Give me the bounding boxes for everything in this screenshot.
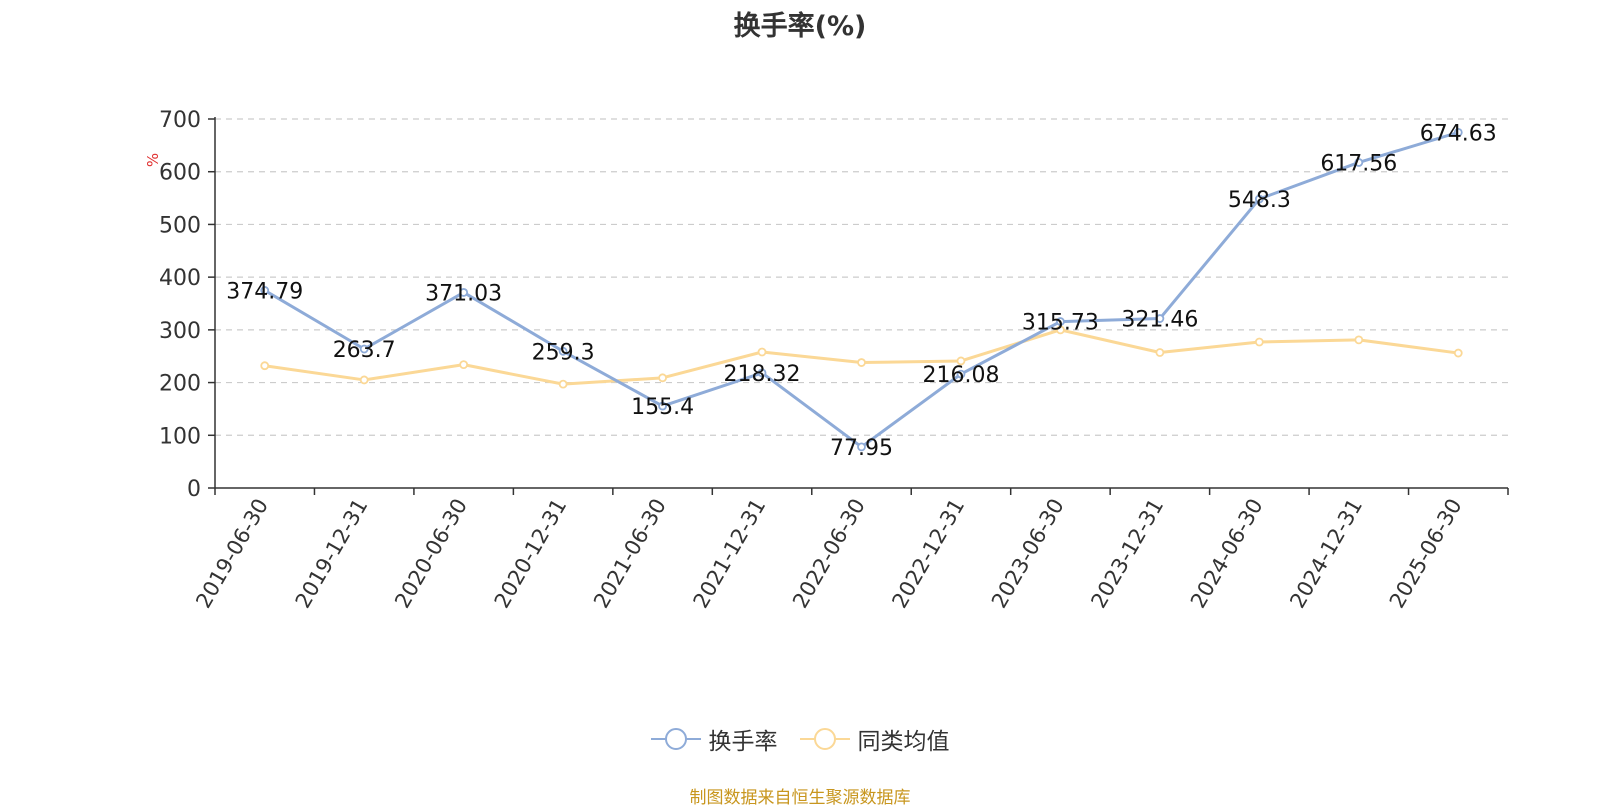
- y-tick-label-1: 100: [159, 424, 201, 449]
- x-tick-label-3: 2020-12-31: [490, 495, 572, 613]
- series-1-point-10: [1254, 194, 1264, 204]
- series-1-point-7: [956, 369, 966, 379]
- series-2-point-11: [1354, 335, 1364, 345]
- series-1-point-8: [1056, 317, 1065, 326]
- data-label-8: 315.73: [1022, 311, 1099, 336]
- x-tick-label-7: 2022-12-31: [887, 495, 969, 613]
- x-tick-label-8: 2023-06-30: [987, 495, 1069, 613]
- y-tick-label-4: 400: [159, 266, 201, 291]
- series-1-point-2: [459, 288, 469, 297]
- data-label-5: 218.32: [724, 362, 801, 387]
- data-label-3: 259.3: [532, 340, 595, 365]
- x-tick-label-1: 2019-12-31: [291, 495, 373, 613]
- series-1-point-6: [857, 442, 866, 452]
- legend-label-series-2: 同类均值: [857, 729, 950, 755]
- series-2-point-1: [359, 375, 369, 385]
- series-1-point-0: [260, 286, 270, 295]
- series-2-point-9: [1155, 348, 1165, 357]
- series-1-point-12: [1453, 127, 1463, 137]
- series-1-point-4: [658, 401, 667, 411]
- data-label-11: 617.56: [1320, 151, 1397, 176]
- series-2-point-3: [558, 379, 568, 389]
- x-tick-label-6: 2022-06-30: [788, 495, 870, 613]
- x-tick-label-0: 2019-06-30: [191, 495, 273, 613]
- chart-legend: 换手率 同类均值: [0, 722, 1600, 756]
- y-axis-title: %: [144, 153, 162, 167]
- legend-swatch-series-2: [799, 728, 850, 750]
- y-tick-label-2: 200: [159, 372, 201, 397]
- data-label-9: 321.46: [1121, 308, 1198, 333]
- series-2-point-4: [658, 373, 667, 383]
- series-1-point-11: [1354, 158, 1364, 167]
- x-tick-label-9: 2023-12-31: [1086, 495, 1168, 613]
- series-2-point-8: [1056, 325, 1065, 335]
- x-tick-label-5: 2021-12-31: [689, 495, 771, 613]
- series-1-point-3: [558, 346, 568, 356]
- data-label-1: 263.7: [333, 338, 396, 363]
- y-tick-label-7: 700: [159, 108, 201, 133]
- data-label-10: 548.3: [1228, 188, 1291, 213]
- legend-swatch-series-1: [650, 728, 701, 750]
- y-tick-label-6: 600: [159, 161, 201, 186]
- x-tick-label-11: 2024-12-31: [1285, 495, 1367, 613]
- data-label-2: 371.03: [425, 281, 502, 306]
- series-1-point-5: [757, 368, 767, 378]
- legend-marker-series-2: [813, 728, 836, 750]
- legend-item-series-2[interactable]: 同类均值: [799, 722, 950, 756]
- data-label-0: 374.79: [226, 279, 303, 304]
- legend-item-series-1[interactable]: 换手率: [650, 722, 778, 756]
- series-1-point-1: [359, 344, 369, 354]
- legend-label-series-1: 换手率: [708, 729, 778, 755]
- series-2-point-6: [857, 358, 866, 367]
- series-2-point-0: [260, 361, 270, 371]
- series-2-point-7: [956, 356, 966, 366]
- x-tick-label-12: 2025-06-30: [1385, 495, 1467, 613]
- data-label-7: 216.08: [922, 363, 999, 388]
- y-tick-label-0: 0: [187, 477, 201, 502]
- series-line-2: [263, 328, 1460, 386]
- legend-marker-series-1: [664, 728, 687, 750]
- data-label-6: 77.95: [830, 436, 893, 461]
- y-tick-label-5: 500: [159, 213, 201, 238]
- series-2-point-12: [1453, 348, 1463, 358]
- data-label-4: 155.4: [631, 395, 694, 420]
- series-2-point-5: [757, 347, 767, 357]
- chart-title: 换手率(%): [733, 11, 867, 42]
- x-tick-label-10: 2024-06-30: [1186, 495, 1268, 613]
- x-tick-label-2: 2020-06-30: [390, 494, 472, 612]
- series-2-point-2: [459, 360, 469, 370]
- series-2-point-10: [1254, 337, 1264, 347]
- series-1-point-9: [1155, 314, 1165, 323]
- x-tick-label-4: 2021-06-30: [589, 495, 671, 613]
- source-note: 制图数据来自恒生聚源数据库: [689, 788, 911, 808]
- y-tick-label-3: 300: [159, 319, 201, 344]
- data-label-12: 674.63: [1420, 121, 1497, 146]
